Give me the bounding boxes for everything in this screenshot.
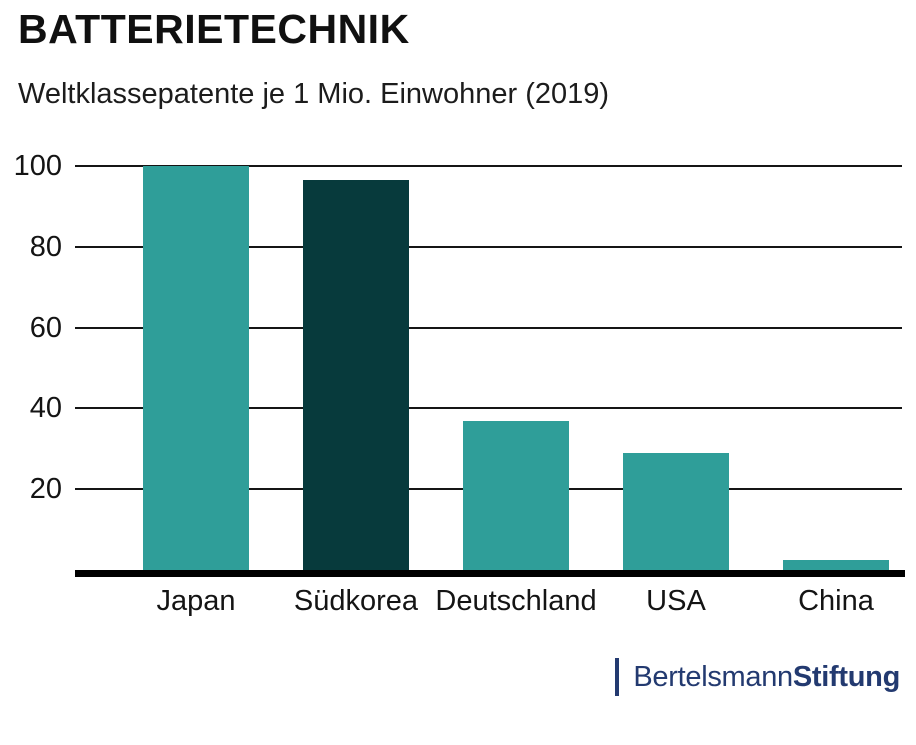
bar-usa [623, 452, 729, 570]
bar-japan [143, 166, 249, 570]
x-category-label-sdkorea: Südkorea [293, 585, 419, 617]
bar-sdkorea [303, 180, 409, 570]
gridline-60 [75, 326, 902, 329]
y-tick-label-20: 20 [29, 473, 62, 506]
y-tick-label-100: 100 [13, 150, 62, 182]
gridline-80 [75, 245, 902, 248]
y-tick-label-60: 60 [29, 311, 62, 344]
brand-wordmark: BertelsmannStiftung [633, 656, 900, 698]
x-axis-baseline [75, 570, 905, 577]
bar-deutschland [463, 420, 569, 570]
gridline-40 [75, 407, 902, 410]
x-category-label-japan: Japan [156, 585, 236, 617]
y-tick-label-40: 40 [29, 392, 62, 425]
brand-separator-bar [615, 658, 620, 696]
y-tick-label-80: 80 [29, 230, 62, 263]
x-category-label-usa: USA [646, 585, 706, 617]
gridline-100 [75, 165, 902, 167]
chart-title: BATTERIETECHNIK [18, 6, 410, 52]
brand-logo: BertelsmannStiftung [615, 656, 900, 698]
chart-subtitle: Weltklassepatente je 1 Mio. Einwohner (2… [18, 78, 610, 110]
x-category-label-china: China [798, 585, 874, 617]
bar-china [783, 559, 889, 570]
brand-name-regular: Bertelsmann [633, 661, 793, 693]
brand-name-bold: Stiftung [792, 661, 900, 693]
x-category-label-deutschland: Deutschland [435, 585, 597, 617]
